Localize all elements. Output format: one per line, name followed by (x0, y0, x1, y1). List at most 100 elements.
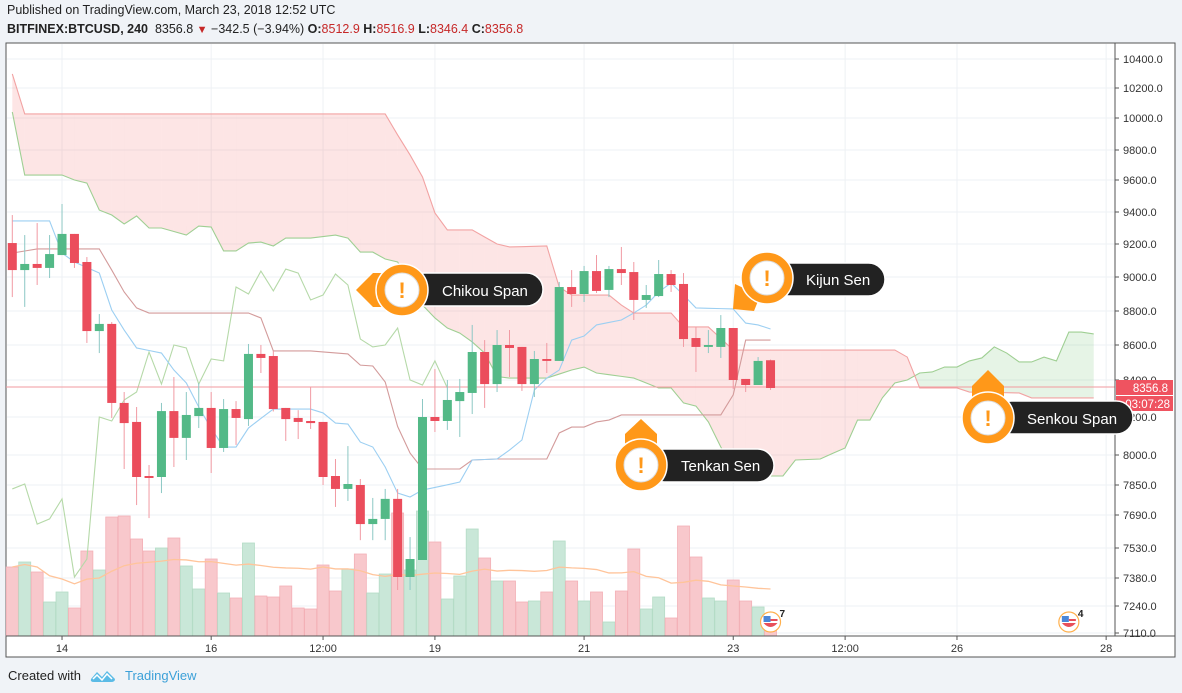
candle[interactable] (206, 392, 216, 473)
volume-bar (565, 580, 579, 637)
candle[interactable] (318, 421, 328, 485)
cloud-segment (198, 113, 212, 228)
candle[interactable] (505, 330, 514, 378)
candle[interactable] (679, 273, 689, 347)
candle[interactable] (231, 401, 241, 445)
volume-bar (515, 601, 529, 637)
candle[interactable] (181, 392, 191, 460)
y-tick-label: 9800.0 (1123, 145, 1157, 157)
candle[interactable] (542, 342, 552, 373)
candle[interactable] (268, 350, 278, 412)
candle[interactable] (492, 330, 502, 393)
candle[interactable] (467, 324, 477, 415)
y-tick-label: 7380.0 (1123, 573, 1157, 585)
candle[interactable] (380, 488, 390, 541)
cloud-segment (37, 113, 50, 176)
published-line: Published on TradingView.com, March 23, … (7, 3, 336, 17)
candle[interactable] (94, 314, 104, 354)
candle[interactable] (604, 265, 614, 298)
tradingview-logo-icon[interactable] (89, 667, 117, 683)
candle[interactable] (728, 328, 738, 390)
candle-body (169, 411, 179, 438)
candle[interactable] (57, 204, 67, 256)
candle[interactable] (641, 284, 651, 308)
candle[interactable] (343, 446, 353, 501)
candle[interactable] (243, 343, 253, 426)
candle[interactable] (119, 392, 129, 469)
candle[interactable] (132, 407, 142, 506)
candle[interactable] (455, 378, 465, 437)
us-flag-event-icon[interactable]: 4 (1058, 609, 1084, 633)
candle-body (579, 271, 589, 294)
candle[interactable] (741, 378, 751, 393)
cloud-segment (360, 113, 373, 253)
candle[interactable] (417, 399, 427, 560)
candle[interactable] (20, 235, 30, 307)
candle[interactable] (716, 315, 726, 358)
y-tick-label: 7690.0 (1123, 510, 1157, 522)
candle[interactable] (306, 387, 316, 429)
candle[interactable] (69, 233, 79, 268)
candle[interactable] (654, 260, 664, 298)
price-change: −342.5 (−3.94%) (211, 22, 305, 36)
kijun-sen-line[interactable] (12, 248, 771, 470)
candle[interactable] (368, 497, 378, 541)
candle[interactable] (393, 488, 403, 590)
volume-bar (204, 558, 218, 637)
candle-body (766, 360, 776, 388)
y-tick-label: 10000.0 (1123, 113, 1163, 125)
candle[interactable] (442, 380, 452, 430)
candle[interactable] (82, 257, 92, 343)
x-tick-label: 16 (205, 643, 217, 655)
candle[interactable] (517, 346, 527, 391)
candle[interactable] (293, 410, 303, 440)
candle[interactable] (107, 322, 117, 418)
cloud-segment (285, 113, 299, 239)
candle[interactable] (355, 479, 365, 541)
candle[interactable] (156, 402, 166, 494)
candle[interactable] (579, 265, 589, 302)
candle[interactable] (32, 223, 42, 285)
tenkan-sen-line[interactable] (12, 220, 771, 498)
candle[interactable] (45, 235, 55, 279)
candle[interactable] (7, 215, 17, 298)
candles[interactable] (7, 204, 776, 590)
candle[interactable] (430, 368, 440, 433)
us-flag-event-icon[interactable]: 7 (759, 609, 786, 633)
cloud-segment (298, 113, 311, 239)
candle[interactable] (753, 357, 763, 385)
candle-body (368, 518, 378, 525)
senkou-span-b-line[interactable] (11, 73, 1094, 399)
candle[interactable] (330, 459, 340, 507)
candle-body (194, 407, 204, 417)
candle[interactable] (691, 326, 701, 372)
candle[interactable] (194, 382, 204, 429)
candle[interactable] (592, 255, 602, 293)
chikou-span-line[interactable] (12, 268, 448, 579)
tradingview-link[interactable]: TradingView (124, 667, 197, 683)
candle[interactable] (281, 407, 291, 441)
candle[interactable] (405, 537, 415, 590)
volume-bar (43, 601, 56, 637)
candle[interactable] (219, 399, 229, 452)
cloud-segment (1006, 353, 1020, 393)
candle[interactable] (144, 465, 154, 519)
time-axis[interactable]: 14 16 12:00 19 21 23 12:00 26 28 (56, 636, 1112, 655)
candle[interactable] (567, 270, 577, 307)
candle[interactable] (766, 359, 776, 390)
cloud-segment (633, 313, 647, 383)
candle[interactable] (554, 281, 564, 361)
candle[interactable] (703, 330, 713, 354)
price-axis[interactable]: 10400.0 10200.0 10000.0 9800.0 9600.0 9400.0 9… (1115, 54, 1163, 640)
candle[interactable] (169, 377, 179, 467)
candle[interactable] (529, 350, 539, 398)
candle[interactable] (480, 340, 490, 408)
candle[interactable] (629, 261, 639, 321)
candle-body (219, 409, 229, 448)
candle[interactable] (256, 345, 266, 373)
candle[interactable] (666, 270, 676, 292)
candle[interactable] (616, 246, 626, 285)
senkou-span-a-line[interactable] (11, 111, 1094, 477)
